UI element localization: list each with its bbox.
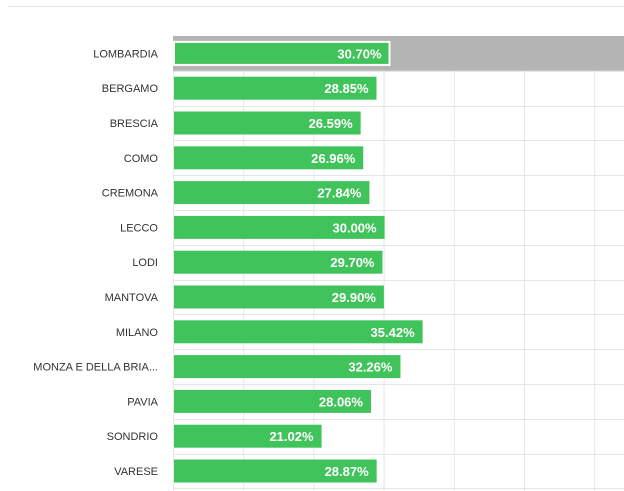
bar-value-label: 26.59% xyxy=(309,116,354,131)
bar[interactable] xyxy=(174,250,383,274)
category-label: COMO xyxy=(124,153,159,165)
category-label: VARESE xyxy=(114,466,158,478)
category-label: LOMBARDIA xyxy=(93,48,158,60)
bar-value-label: 21.02% xyxy=(269,429,314,444)
bar-value-label: 30.00% xyxy=(333,220,378,235)
bar-value-label: 28.85% xyxy=(324,81,369,96)
bar-value-label: 29.90% xyxy=(332,290,377,305)
category-label: BERGAMO xyxy=(102,83,159,95)
bar[interactable] xyxy=(174,76,377,100)
bar-value-label: 35.42% xyxy=(371,325,416,340)
bar[interactable] xyxy=(174,459,377,483)
bar-value-label: 27.84% xyxy=(317,186,362,201)
bar-value-label: 26.96% xyxy=(311,151,356,166)
bar[interactable] xyxy=(174,215,385,239)
chart-top-border xyxy=(8,6,624,7)
bar[interactable] xyxy=(174,146,364,170)
bar-layer: 30.70% 28.85% 26.59% 26.96% 27.84% 30.00% 29.7… xyxy=(173,40,423,483)
bar[interactable] xyxy=(174,355,401,379)
category-label: PAVIA xyxy=(127,396,158,408)
bar-value-label: 32.26% xyxy=(348,360,393,375)
category-label: LECCO xyxy=(120,222,158,234)
category-label-layer: LOMBARDIA BERGAMO BRESCIA COMO CREMONA LECCO L… xyxy=(33,48,158,478)
bar[interactable] xyxy=(173,40,391,66)
bar[interactable] xyxy=(174,111,361,135)
category-label: LODI xyxy=(132,257,158,269)
bar-value-label: 28.87% xyxy=(325,464,370,479)
grid-layer xyxy=(173,36,624,491)
bar[interactable] xyxy=(174,320,423,344)
bar-value-label: 29.70% xyxy=(330,255,375,270)
category-label: BRESCIA xyxy=(110,118,159,130)
bar[interactable] xyxy=(174,424,322,448)
bar[interactable] xyxy=(174,181,370,205)
category-label: MANTOVA xyxy=(105,292,159,304)
category-label: MONZA E DELLA BRIA... xyxy=(33,362,158,374)
category-label: MILANO xyxy=(116,327,159,339)
category-label: SONDRIO xyxy=(107,431,159,443)
bar-value-label: 28.06% xyxy=(319,394,364,409)
bar-value-label: 30.70% xyxy=(337,46,382,61)
bar[interactable] xyxy=(174,285,384,309)
bar[interactable] xyxy=(174,389,371,413)
category-label: CREMONA xyxy=(102,188,159,200)
